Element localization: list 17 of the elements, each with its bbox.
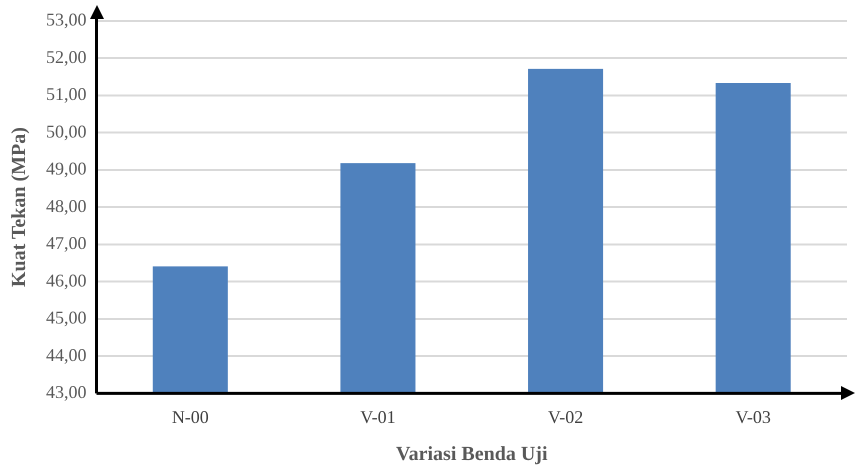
y-tick-label: 43,00 [46, 382, 86, 402]
y-tick-label: 51,00 [46, 84, 86, 104]
y-tick-label: 52,00 [46, 46, 86, 67]
x-axis-title: Variasi Benda Uji [396, 443, 548, 466]
x-tick-label: V-02 [548, 406, 584, 427]
x-tick-label: V-03 [736, 406, 771, 427]
y-tick-label: 46,00 [46, 270, 86, 290]
y-tick-label: 44,00 [46, 344, 86, 365]
y-tick-label: 45,00 [46, 308, 86, 328]
y-tick-label: 47,00 [46, 233, 86, 254]
y-tick-label: 49,00 [46, 158, 86, 179]
y-tick-label: 50,00 [46, 121, 86, 142]
x-tick-label: N-00 [172, 406, 209, 427]
y-tick-label: 53,00 [46, 10, 86, 30]
y-axis-title: Kuat Tekan (MPa) [8, 127, 30, 288]
x-tick-label: V-01 [360, 406, 396, 427]
y-tick-label: 48,00 [46, 196, 86, 216]
